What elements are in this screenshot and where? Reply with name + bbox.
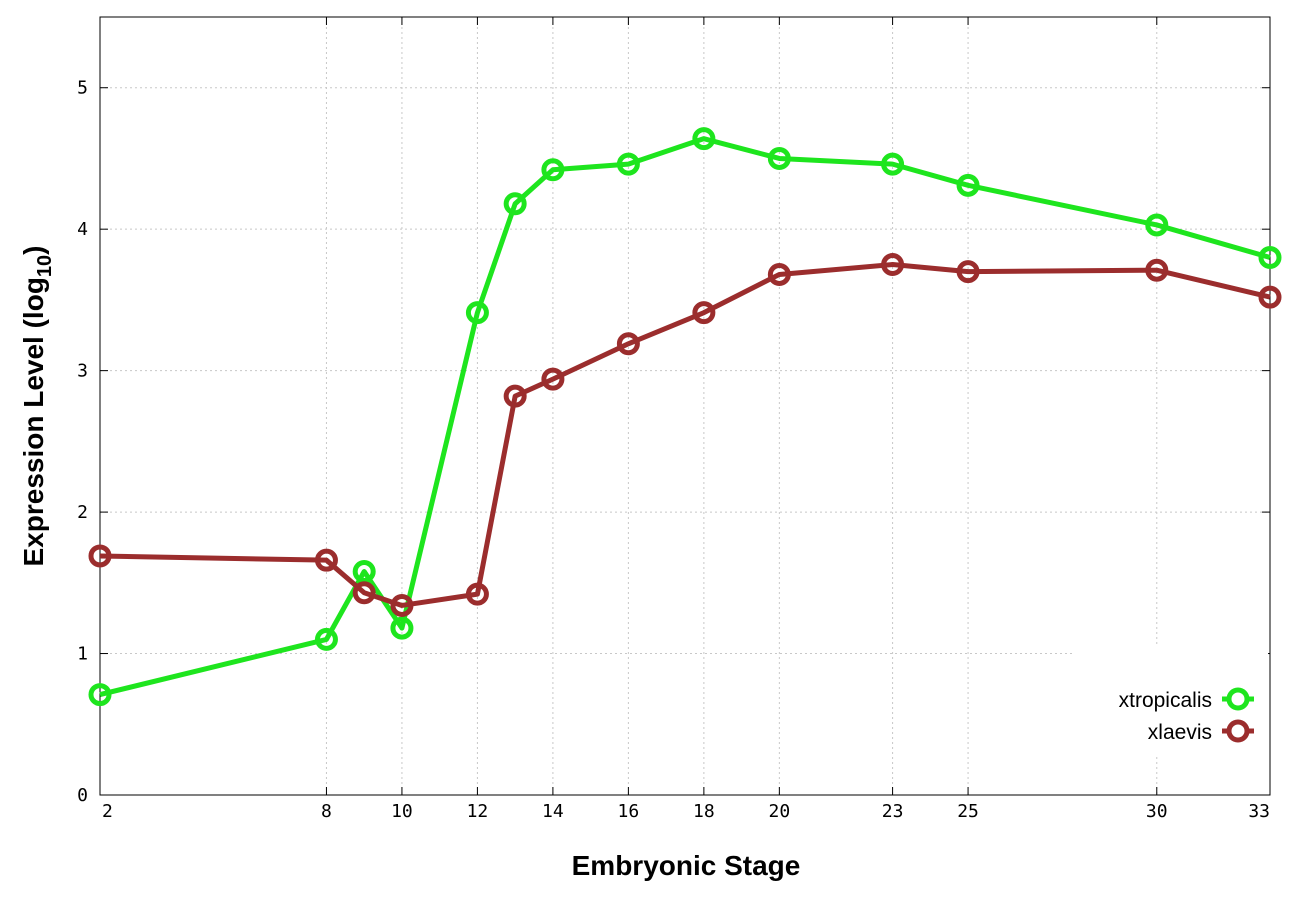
data-point-xtropicalis <box>956 173 980 197</box>
x-tick-label: 16 <box>618 801 640 822</box>
y-axis-title: Expression Level (log10) <box>18 246 56 567</box>
x-axis: 2 8 10 12 14 16 18 20 23 25 30 33 <box>99 17 1271 822</box>
x-tick-label: 30 <box>1146 801 1168 822</box>
data-point-xtropicalis <box>465 301 489 325</box>
x-tick-label: 20 <box>769 801 791 822</box>
data-point-xlaevis <box>314 548 338 572</box>
data-point-xlaevis <box>503 384 527 408</box>
x-tick-label: 18 <box>693 801 715 822</box>
series-xtropicalis <box>88 127 1282 707</box>
y-axis: 0 1 2 3 4 5 <box>77 78 1270 806</box>
x-tick-label: 25 <box>957 801 979 822</box>
data-point-xtropicalis <box>767 146 791 170</box>
data-point-xtropicalis <box>88 683 112 707</box>
data-point-xtropicalis <box>541 158 565 182</box>
x-tick-label: 33 <box>1248 801 1270 822</box>
data-point-xlaevis <box>1258 285 1282 309</box>
y-tick-label: 5 <box>77 78 88 99</box>
legend-label-xlaevis: xlaevis <box>1148 721 1212 744</box>
y-tick-label: 4 <box>77 219 88 240</box>
series-group <box>88 127 1282 707</box>
legend-marker-xlaevis <box>1226 719 1250 743</box>
data-point-xtropicalis <box>503 192 527 216</box>
data-point-xlaevis <box>767 262 791 286</box>
y-tick-label: 3 <box>77 361 88 382</box>
x-axis-title: Embryonic Stage <box>572 850 801 881</box>
series-line-xlaevis <box>99 262 1271 608</box>
legend-marker-xtropicalis <box>1226 687 1250 711</box>
series-xlaevis <box>88 253 1282 617</box>
legend: xtropicalis xlaevis <box>1072 645 1268 755</box>
data-point-xlaevis <box>88 544 112 568</box>
x-tick-label: 23 <box>882 801 904 822</box>
data-point-xtropicalis <box>314 627 338 651</box>
data-point-xlaevis <box>881 253 905 277</box>
series-line-xtropicalis <box>99 136 1271 697</box>
data-point-xlaevis <box>1145 258 1169 282</box>
data-point-xlaevis <box>465 582 489 606</box>
data-point-xtropicalis <box>692 127 716 151</box>
x-tick-label: 12 <box>467 801 489 822</box>
data-point-xtropicalis <box>616 152 640 176</box>
x-tick-label: 2 <box>102 801 113 822</box>
data-point-xlaevis <box>616 332 640 356</box>
x-tick-label: 8 <box>321 801 332 822</box>
data-point-xtropicalis <box>1145 213 1169 237</box>
data-point-xtropicalis <box>1258 245 1282 269</box>
y-tick-label: 2 <box>77 502 88 523</box>
data-point-xlaevis <box>390 593 414 617</box>
y-tick-label: 0 <box>77 785 88 806</box>
y-tick-label: 1 <box>77 644 88 665</box>
data-point-xtropicalis <box>352 560 376 584</box>
data-point-xlaevis <box>352 581 376 605</box>
data-point-xlaevis <box>692 301 716 325</box>
data-point-xtropicalis <box>390 616 414 640</box>
data-point-xlaevis <box>541 367 565 391</box>
x-tick-label: 14 <box>542 801 564 822</box>
plot-frame <box>99 16 1271 796</box>
data-point-xtropicalis <box>881 152 905 176</box>
legend-label-xtropicalis: xtropicalis <box>1119 689 1212 712</box>
data-point-xlaevis <box>956 260 980 284</box>
x-tick-label: 10 <box>391 801 413 822</box>
